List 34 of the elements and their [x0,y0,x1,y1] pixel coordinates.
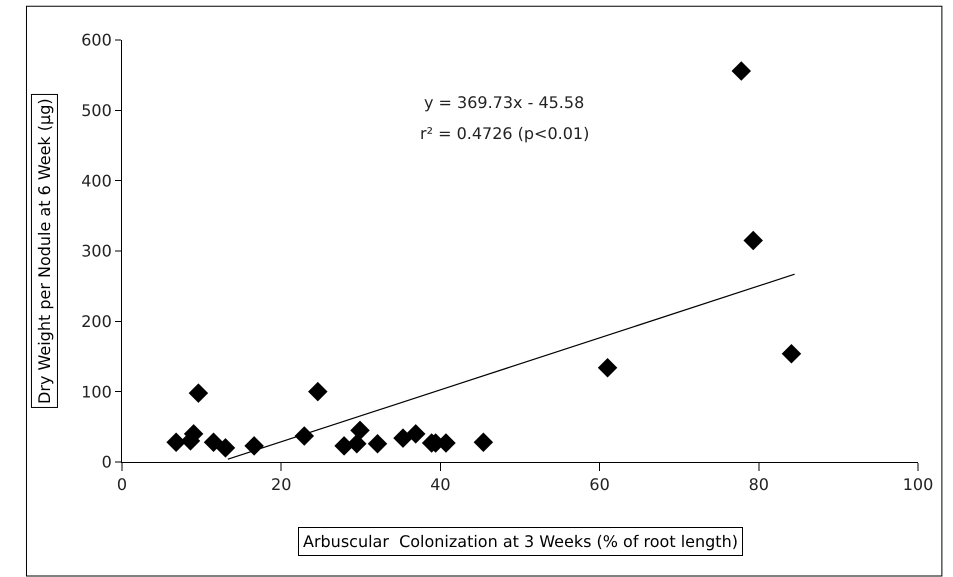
point [782,344,802,364]
y-tick-label: 100 [81,382,112,402]
point [244,436,264,456]
annotation: y = 369.73x - 45.58 [424,93,584,112]
x-tick-label: 0 [116,475,128,494]
point [598,358,618,378]
x-tick-label: 80 [748,475,769,494]
point [347,434,367,454]
point [188,383,208,403]
y-tick-label: 300 [81,242,112,261]
point [732,61,752,81]
point [350,420,370,440]
x-axis-title: Arbuscular Colonization at 3 Weeks (% of root length) [303,532,738,551]
y-tick-label: 0 [102,452,112,472]
y-tick-label: 500 [81,100,112,120]
point [166,432,186,452]
point [474,432,494,452]
y-tick-label: 400 [81,171,112,190]
point [393,428,413,448]
point [743,230,763,250]
point [204,432,224,452]
point [294,426,314,446]
annotation: r² = 0.4726 (p<0.01) [420,124,590,143]
point [368,434,388,454]
x-tick-label: 40 [430,475,451,494]
y-tick-label: 600 [81,30,112,50]
point [216,438,236,458]
point [406,424,426,444]
y-tick-label: 200 [81,312,112,331]
point [308,382,328,402]
x-tick-label: 60 [589,475,610,494]
y-axis-title: Dry Weight per Nodule at 6 Week (µg) [34,98,54,404]
x-tick-label: 20 [271,475,292,494]
x-tick-label: 100 [902,475,934,494]
